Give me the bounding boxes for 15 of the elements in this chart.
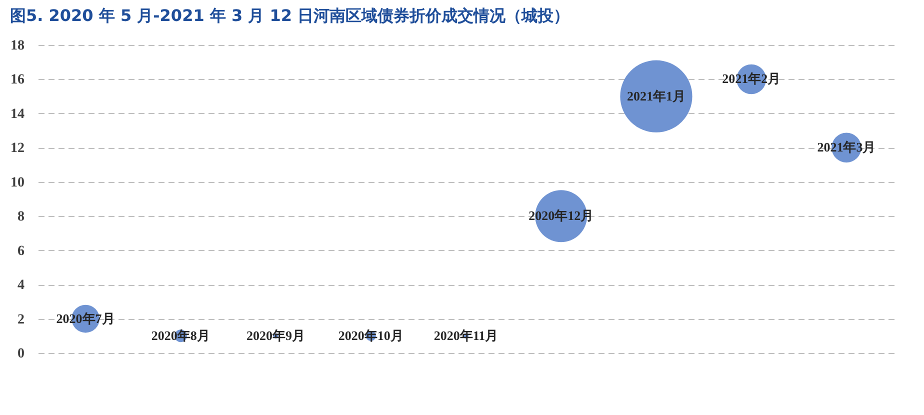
x-tick-label: 2020年9月 xyxy=(246,328,306,343)
y-tick-label: 6 xyxy=(18,244,24,259)
y-tick-label: 14 xyxy=(10,106,24,122)
y-tick-label: 18 xyxy=(10,38,24,54)
y-tick-label: 10 xyxy=(10,175,24,190)
x-tick-label: 2021年3月 xyxy=(817,140,876,155)
y-tick-label: 16 xyxy=(10,72,24,88)
chart-title: 图5. 2020 年 5 月-2021 年 3 月 12 日河南区域债券折价成交情况（城投） xyxy=(10,6,570,25)
y-tick-label: 4 xyxy=(18,278,24,294)
x-tick-label: 2021年1月 xyxy=(626,88,686,104)
y-tick-label: 0 xyxy=(18,346,24,362)
y-tick-label: 12 xyxy=(10,141,24,156)
y-tick-label: 8 xyxy=(18,210,24,225)
y-tick-label: 2 xyxy=(18,312,24,328)
x-tick-label: 2020年11月 xyxy=(434,328,498,343)
